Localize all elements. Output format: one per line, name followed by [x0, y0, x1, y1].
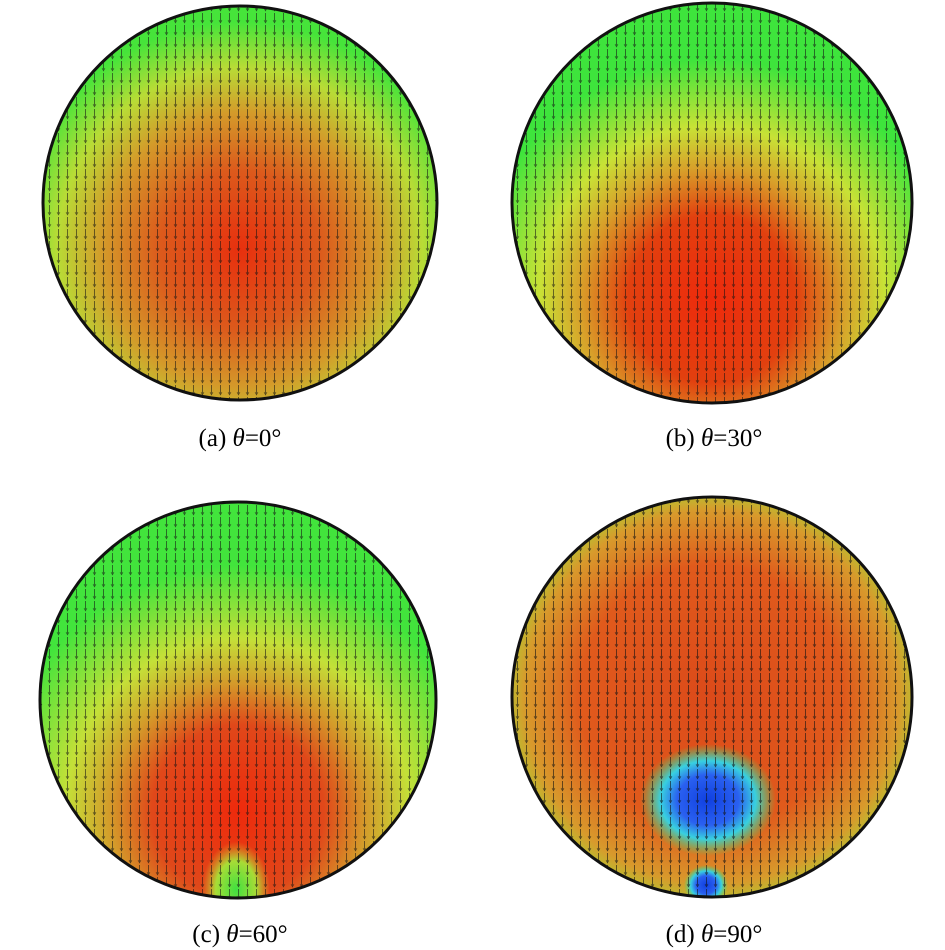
caption-label: (a) — [199, 425, 227, 452]
caption-label: (d) — [666, 921, 695, 948]
boundary — [510, 1, 914, 405]
caption: (a) θ=0° — [199, 425, 282, 452]
caption-value: =90° — [713, 921, 762, 948]
boundary — [38, 500, 438, 900]
panel-a — [43, 6, 437, 400]
boundary — [510, 495, 914, 899]
caption-value: =60° — [239, 921, 288, 948]
panel-c — [40, 502, 436, 898]
caption-symbol: θ — [226, 921, 238, 948]
caption-symbol: θ — [701, 921, 713, 948]
caption-value: =0° — [245, 425, 282, 452]
panel-b — [512, 3, 912, 403]
caption-label: (c) — [192, 921, 220, 948]
panel-d — [512, 497, 912, 897]
caption: (d) θ=90° — [666, 921, 763, 948]
caption-symbol: θ — [233, 425, 245, 452]
caption: (c) θ=60° — [192, 921, 287, 948]
caption-label: (b) — [666, 425, 695, 452]
caption: (b) θ=30° — [666, 425, 763, 452]
caption-symbol: θ — [701, 425, 713, 452]
caption-value: =30° — [713, 425, 762, 452]
boundary — [41, 4, 439, 402]
